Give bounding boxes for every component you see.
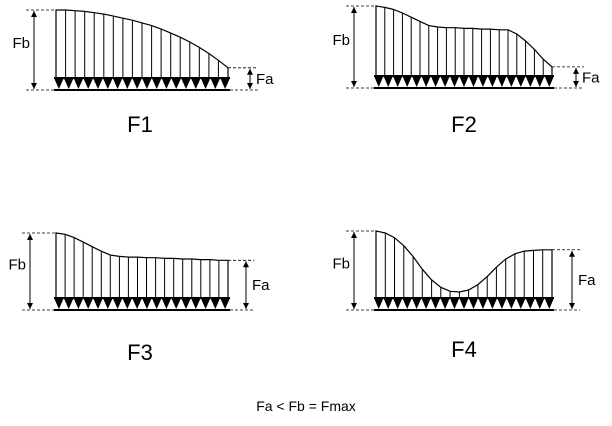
fa-label: Fa <box>582 69 600 86</box>
tooth-mark <box>402 76 412 87</box>
tooth-mark <box>497 76 507 87</box>
tooth-mark <box>171 78 182 89</box>
force-profile-outline <box>55 232 229 298</box>
tooth-mark <box>525 76 536 87</box>
tooth-mark <box>63 298 74 309</box>
tooth-mark <box>459 298 469 309</box>
tooth-mark <box>151 298 162 309</box>
tooth-mark <box>392 76 403 87</box>
tooth-mark <box>161 78 172 89</box>
tooth-mark <box>161 298 172 309</box>
figure-label: F3 <box>127 340 153 365</box>
tooth-mark <box>220 78 230 89</box>
tooth-mark <box>181 298 191 309</box>
tooth-mark <box>54 298 64 309</box>
tooth-mark <box>440 76 450 87</box>
tooth-mark <box>449 76 460 87</box>
tooth-mark <box>544 76 554 87</box>
tooth-mark <box>132 78 142 89</box>
fb-label: Fb <box>332 32 350 49</box>
tooth-mark <box>468 298 479 309</box>
tooth-mark <box>112 78 123 89</box>
tooth-mark <box>200 78 211 89</box>
tooth-mark <box>506 298 517 309</box>
tooth-mark <box>383 298 393 309</box>
tooth-mark <box>487 76 498 87</box>
tooth-mark <box>421 298 431 309</box>
tooth-mark <box>210 78 221 89</box>
tooth-mark <box>142 298 152 309</box>
tooth-mark <box>83 298 94 309</box>
tooth-mark <box>73 78 84 89</box>
fb-label: Fb <box>332 256 350 273</box>
tooth-mark <box>190 298 201 309</box>
tooth-mark <box>210 298 221 309</box>
tooth-mark <box>421 76 431 87</box>
tooth-mark <box>142 78 152 89</box>
fb-label: Fb <box>12 35 30 52</box>
tooth-mark <box>525 298 536 309</box>
tooth-mark <box>506 76 517 87</box>
fa-label: Fa <box>578 272 596 289</box>
tooth-mark <box>151 78 162 89</box>
tooth-mark <box>181 78 191 89</box>
tooth-mark <box>468 76 479 87</box>
tooth-mark <box>122 78 133 89</box>
tooth-mark <box>93 78 103 89</box>
tooth-mark <box>63 78 74 89</box>
tooth-mark <box>132 298 142 309</box>
tooth-mark <box>402 298 412 309</box>
tooth-mark <box>102 78 113 89</box>
tooth-mark <box>544 298 554 309</box>
tooth-mark <box>190 78 201 89</box>
tooth-mark <box>430 76 441 87</box>
tooth-mark <box>93 298 103 309</box>
tooth-mark <box>535 298 545 309</box>
figure-label: F2 <box>451 112 477 137</box>
tooth-mark <box>430 298 441 309</box>
diagram-f2: Fb Fa F2 <box>332 5 600 137</box>
tooth-mark <box>478 298 488 309</box>
tooth-mark <box>220 298 230 309</box>
tooth-mark <box>516 298 526 309</box>
tooth-mark <box>459 76 469 87</box>
tooth-mark <box>112 298 123 309</box>
tooth-mark <box>440 298 450 309</box>
tooth-mark <box>478 76 488 87</box>
tooth-mark <box>83 78 94 89</box>
tooth-mark <box>374 76 384 87</box>
tooth-mark <box>516 76 526 87</box>
tooth-mark <box>122 298 133 309</box>
tooth-mark <box>535 76 545 87</box>
diagram-f4: Fb Fa F4 <box>332 230 596 362</box>
tooth-mark <box>171 298 182 309</box>
diagram-f1: Fb Fa F1 <box>12 9 274 137</box>
tooth-mark <box>487 298 498 309</box>
figure-label: F1 <box>127 112 153 137</box>
tooth-mark <box>497 298 507 309</box>
tooth-mark <box>449 298 460 309</box>
force-profile-outline <box>375 230 553 298</box>
fa-label: Fa <box>252 277 270 294</box>
fa-label: Fa <box>256 71 274 88</box>
tooth-mark <box>411 298 422 309</box>
figure-label: F4 <box>451 337 477 362</box>
tooth-mark <box>73 298 84 309</box>
tooth-mark <box>200 298 211 309</box>
tooth-mark <box>54 78 64 89</box>
diagram-f3: Fb Fa F3 <box>8 232 270 365</box>
tooth-mark <box>411 76 422 87</box>
tooth-mark <box>374 298 384 309</box>
fb-label: Fb <box>8 257 26 274</box>
caption: Fa < Fb = Fmax <box>256 398 356 414</box>
tooth-mark <box>383 76 393 87</box>
tooth-mark <box>392 298 403 309</box>
tooth-mark <box>102 298 113 309</box>
